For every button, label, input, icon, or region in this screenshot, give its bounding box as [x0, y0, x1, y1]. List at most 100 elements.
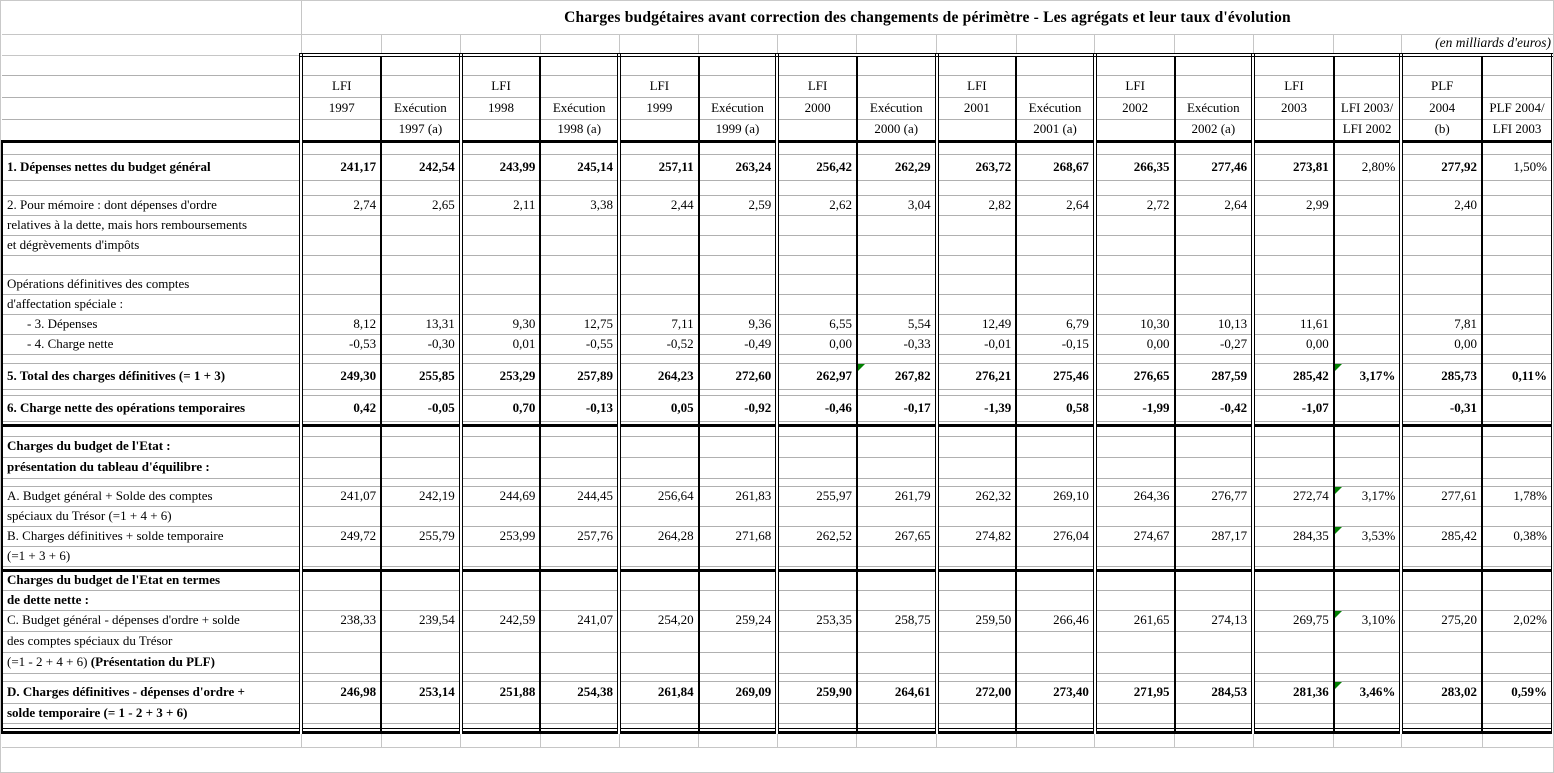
- cell-value[interactable]: [775, 389, 858, 396]
- cell-value[interactable]: [934, 728, 1018, 734]
- cell-value[interactable]: [1399, 478, 1483, 487]
- cell-value[interactable]: [934, 506, 1018, 527]
- cell-value[interactable]: [1016, 652, 1097, 674]
- column-header[interactable]: 2004: [1399, 97, 1483, 120]
- cell-value[interactable]: 251,88: [458, 681, 542, 704]
- cell-value[interactable]: 2,59: [698, 195, 780, 216]
- cell-value[interactable]: [299, 590, 383, 611]
- cell-value[interactable]: 271,68: [698, 526, 780, 547]
- cell-value[interactable]: [458, 294, 542, 315]
- column-header[interactable]: Exécution: [1016, 97, 1097, 120]
- cell-value[interactable]: 264,36: [1092, 486, 1176, 507]
- cell-value[interactable]: 287,17: [1174, 526, 1256, 547]
- cell-value[interactable]: [617, 274, 700, 295]
- cell-value[interactable]: [1174, 590, 1256, 611]
- cell-value[interactable]: 3,04: [856, 195, 939, 216]
- row-label[interactable]: [1, 421, 304, 427]
- cell-value[interactable]: [934, 652, 1018, 674]
- cell-value[interactable]: [1482, 478, 1553, 487]
- cell-value[interactable]: 242,59: [458, 610, 542, 632]
- cell-value[interactable]: [540, 421, 622, 427]
- cell-value[interactable]: [934, 425, 1018, 437]
- cell-value[interactable]: [381, 274, 463, 295]
- cell-value[interactable]: [698, 631, 780, 653]
- cell-value[interactable]: [381, 566, 463, 572]
- cell-value[interactable]: 276,65: [1092, 363, 1176, 390]
- cell-value[interactable]: [1482, 180, 1553, 196]
- cell-value[interactable]: [1251, 141, 1335, 155]
- cell-value[interactable]: [299, 570, 383, 591]
- cell-value[interactable]: [1399, 652, 1483, 674]
- cell-value[interactable]: [1399, 673, 1483, 682]
- cell-value[interactable]: 277,92: [1399, 154, 1483, 181]
- cell-value[interactable]: [1333, 395, 1404, 422]
- cell-value[interactable]: [1251, 255, 1335, 275]
- cell-value[interactable]: [1399, 703, 1483, 724]
- cell-value[interactable]: [299, 255, 383, 275]
- cell-value[interactable]: [1092, 180, 1176, 196]
- cell-value[interactable]: 9,30: [458, 314, 542, 335]
- cell-value[interactable]: [934, 478, 1018, 487]
- cell-value[interactable]: [1174, 255, 1256, 275]
- cell-value[interactable]: [1482, 436, 1553, 458]
- cell-value[interactable]: [775, 215, 858, 236]
- cell-value[interactable]: [617, 570, 700, 591]
- cell-value[interactable]: [1482, 235, 1553, 256]
- row-label[interactable]: 6. Charge nette des opérations temporair…: [1, 395, 304, 422]
- cell-value[interactable]: 241,17: [299, 154, 383, 181]
- row-label[interactable]: présentation du tableau d'équilibre :: [1, 457, 304, 479]
- cell-value[interactable]: [1092, 215, 1176, 236]
- cell-value[interactable]: 281,36: [1251, 681, 1335, 704]
- cell-value[interactable]: [381, 425, 463, 437]
- cell-value[interactable]: [299, 652, 383, 674]
- column-header[interactable]: [540, 75, 622, 98]
- column-header[interactable]: [1251, 119, 1335, 143]
- cell-value[interactable]: -0,01: [934, 334, 1018, 355]
- cell-value[interactable]: [856, 425, 939, 437]
- cell-value[interactable]: [775, 570, 858, 591]
- cell-value[interactable]: [1333, 334, 1404, 355]
- cell-value[interactable]: [698, 141, 780, 155]
- cell-value[interactable]: [381, 215, 463, 236]
- cell-value[interactable]: [1399, 354, 1483, 364]
- cell-value[interactable]: [299, 478, 383, 487]
- cell-value[interactable]: [934, 673, 1018, 682]
- cell-value[interactable]: 0,38%: [1482, 526, 1553, 547]
- cell-value[interactable]: [299, 294, 383, 315]
- spacer-cell[interactable]: [381, 732, 462, 748]
- cell-value[interactable]: 258,75: [856, 610, 939, 632]
- cell-value[interactable]: [934, 631, 1018, 653]
- cell-value[interactable]: 261,83: [698, 486, 780, 507]
- cell-value[interactable]: [1399, 141, 1483, 155]
- cell-value[interactable]: 3,46%: [1333, 681, 1404, 704]
- cell-value[interactable]: 267,65: [856, 526, 939, 547]
- cell-value[interactable]: -0,30: [381, 334, 463, 355]
- row-label[interactable]: 5. Total des charges définitives (= 1 + …: [1, 363, 304, 390]
- column-header[interactable]: [1251, 53, 1335, 76]
- cell-value[interactable]: [617, 389, 700, 396]
- column-header[interactable]: 2000 (a): [856, 119, 939, 143]
- row-label[interactable]: 1. Dépenses nettes du budget général: [1, 154, 304, 181]
- cell-value[interactable]: 8,12: [299, 314, 383, 335]
- column-header[interactable]: [1092, 53, 1176, 76]
- column-header[interactable]: LFI: [617, 75, 700, 98]
- spacer-cell[interactable]: [1253, 34, 1335, 56]
- cell-value[interactable]: [1092, 478, 1176, 487]
- cell-value[interactable]: [1333, 652, 1404, 674]
- cell-value[interactable]: 275,20: [1399, 610, 1483, 632]
- cell-value[interactable]: 253,29: [458, 363, 542, 390]
- cell-value[interactable]: [1482, 703, 1553, 724]
- cell-value[interactable]: [934, 703, 1018, 724]
- cell-value[interactable]: [617, 215, 700, 236]
- column-header[interactable]: [1399, 53, 1483, 76]
- cell-value[interactable]: [1333, 506, 1404, 527]
- cell-value[interactable]: -0,13: [540, 395, 622, 422]
- cell-value[interactable]: [381, 590, 463, 611]
- cell-value[interactable]: -1,39: [934, 395, 1018, 422]
- cell-value[interactable]: [1482, 570, 1553, 591]
- cell-value[interactable]: 2,65: [381, 195, 463, 216]
- cell-value[interactable]: [540, 457, 622, 479]
- cell-value[interactable]: [856, 294, 939, 315]
- spacer-cell[interactable]: [1094, 732, 1175, 748]
- cell-value[interactable]: 2,74: [299, 195, 383, 216]
